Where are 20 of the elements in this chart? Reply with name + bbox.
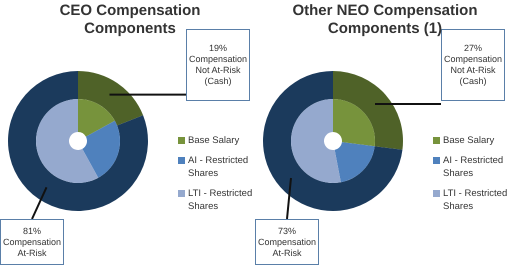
donut-slice [36,99,98,183]
legend-label: LTI - Restricted Shares [443,187,508,213]
legend-label: Base Salary [188,134,240,147]
donut-slice [333,99,375,146]
legend-label: LTI - Restricted Shares [188,187,254,213]
donut-slice [8,71,148,211]
donut-slice [334,142,375,182]
legend-label: Base Salary [443,134,494,147]
donut-slice [82,120,120,178]
data-label: 73% Compensation At-Risk [255,219,319,265]
donut-slice [291,99,341,183]
donut-slice [78,71,144,126]
data-label: 27% Compensation Not At-Risk (Cash) [441,29,505,101]
data-label: 19% Compensation Not At-Risk (Cash) [186,29,250,101]
donut-slice [263,71,402,211]
legend-label: AI - Restricted Shares [443,154,504,180]
donut-slice [333,71,403,150]
data-label: 81% Compensation At-Risk [0,219,64,265]
legend-label: AI - Restricted Shares [188,154,250,180]
donut-slice [78,99,115,137]
